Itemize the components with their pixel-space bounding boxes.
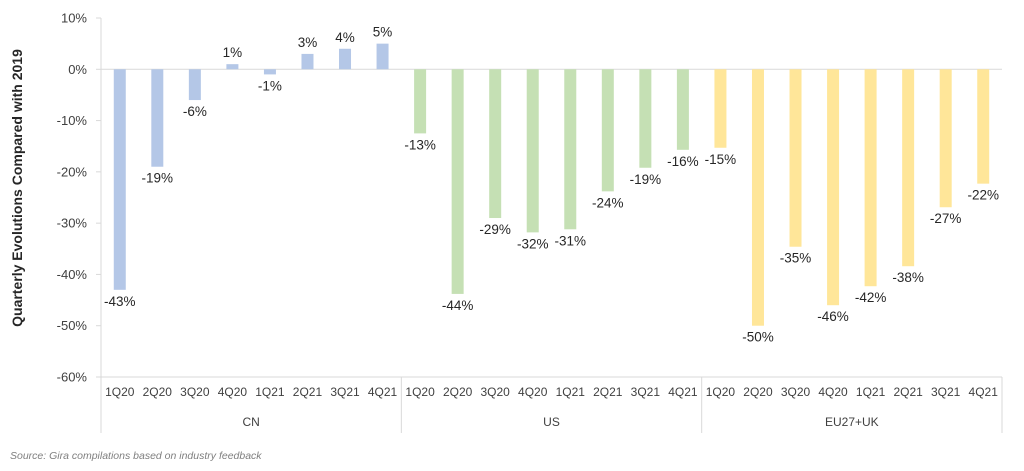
bar bbox=[301, 53, 314, 70]
data-label: 5% bbox=[373, 25, 393, 40]
data-label: -27% bbox=[930, 211, 962, 226]
bar bbox=[263, 69, 276, 75]
data-label: -6% bbox=[183, 104, 207, 119]
data-label: -50% bbox=[742, 330, 774, 345]
x-tick-label: 3Q21 bbox=[931, 385, 961, 399]
x-tick-label: 2Q21 bbox=[893, 385, 923, 399]
bar bbox=[226, 64, 239, 70]
bar bbox=[451, 69, 464, 294]
bar bbox=[902, 69, 915, 267]
data-label: 3% bbox=[298, 35, 318, 50]
bar bbox=[414, 69, 427, 134]
x-tick-label: 3Q20 bbox=[180, 385, 210, 399]
y-tick-label: 0% bbox=[68, 62, 87, 77]
y-tick-label: 10% bbox=[61, 11, 87, 26]
data-label: -19% bbox=[142, 171, 174, 186]
x-tick-label: 3Q21 bbox=[631, 385, 661, 399]
data-label: -15% bbox=[705, 152, 737, 167]
data-label: -35% bbox=[780, 251, 812, 266]
group-label: CN bbox=[242, 415, 259, 429]
y-tick-label: -30% bbox=[57, 216, 88, 231]
x-tick-label: 2Q20 bbox=[743, 385, 773, 399]
bar bbox=[113, 69, 126, 290]
bar bbox=[827, 69, 840, 306]
bar bbox=[376, 43, 389, 70]
bar bbox=[601, 69, 614, 192]
x-tick-label: 1Q21 bbox=[556, 385, 586, 399]
y-tick-label: -60% bbox=[57, 370, 88, 385]
bar bbox=[564, 69, 577, 230]
x-tick-label: 4Q21 bbox=[368, 385, 398, 399]
x-tick-label: 4Q20 bbox=[218, 385, 248, 399]
data-label: -32% bbox=[517, 236, 549, 251]
bar bbox=[151, 69, 164, 167]
x-tick-label: 1Q21 bbox=[856, 385, 886, 399]
group-label: US bbox=[543, 415, 560, 429]
bar bbox=[751, 69, 764, 326]
plot-area: 10% 0% -10% -20% -30% -40% -50% -60% -43% 1Q20 -19… bbox=[57, 11, 1003, 433]
bar bbox=[339, 48, 352, 70]
bar bbox=[714, 69, 727, 148]
x-tick-label: 4Q20 bbox=[818, 385, 848, 399]
y-tick-label: -50% bbox=[57, 318, 88, 333]
data-label: -31% bbox=[555, 233, 587, 248]
data-label: -42% bbox=[855, 290, 887, 305]
bar bbox=[526, 69, 539, 233]
bar bbox=[864, 69, 877, 287]
y-tick-label: -40% bbox=[57, 267, 88, 282]
x-tick-label: 2Q21 bbox=[593, 385, 623, 399]
y-axis-title: Quarterly Evolutions Compared with 2019 bbox=[9, 49, 25, 327]
x-tick-label: 2Q20 bbox=[443, 385, 473, 399]
group-label: EU27+UK bbox=[825, 415, 879, 429]
data-label: -1% bbox=[258, 78, 282, 93]
x-tick-label: 4Q20 bbox=[518, 385, 548, 399]
source-note: Source: Gira compilations based on indus… bbox=[10, 450, 262, 462]
x-tick-label: 4Q21 bbox=[969, 385, 999, 399]
data-label: 4% bbox=[335, 30, 355, 45]
data-label: -43% bbox=[104, 294, 136, 309]
data-label: -16% bbox=[667, 154, 699, 169]
bar bbox=[977, 69, 990, 184]
x-tick-label: 3Q21 bbox=[330, 385, 360, 399]
data-label: -29% bbox=[479, 222, 511, 237]
x-tick-label: 4Q21 bbox=[668, 385, 698, 399]
bar bbox=[939, 69, 952, 208]
bar bbox=[639, 69, 652, 168]
x-tick-label: 3Q20 bbox=[481, 385, 511, 399]
data-label: -13% bbox=[404, 137, 436, 152]
y-tick-label: -10% bbox=[57, 113, 88, 128]
data-label: 1% bbox=[223, 45, 243, 60]
data-label: -22% bbox=[967, 188, 999, 203]
data-label: -19% bbox=[630, 172, 662, 187]
y-tick-label: -20% bbox=[57, 164, 88, 179]
bar bbox=[489, 69, 502, 219]
x-tick-label: 3Q20 bbox=[781, 385, 811, 399]
x-tick-label: 1Q21 bbox=[255, 385, 285, 399]
data-label: -44% bbox=[442, 298, 474, 313]
bar bbox=[789, 69, 802, 247]
data-label: -46% bbox=[817, 309, 849, 324]
x-tick-label: 1Q20 bbox=[706, 385, 736, 399]
x-tick-label: 2Q20 bbox=[143, 385, 173, 399]
bar bbox=[676, 69, 689, 150]
x-tick-label: 1Q20 bbox=[405, 385, 435, 399]
data-label: -38% bbox=[892, 270, 924, 285]
data-label: -24% bbox=[592, 195, 624, 210]
x-tick-label: 1Q20 bbox=[105, 385, 135, 399]
x-tick-label: 2Q21 bbox=[293, 385, 323, 399]
bar-chart: Quarterly Evolutions Compared with 2019 … bbox=[9, 11, 1003, 433]
bar bbox=[188, 69, 201, 101]
